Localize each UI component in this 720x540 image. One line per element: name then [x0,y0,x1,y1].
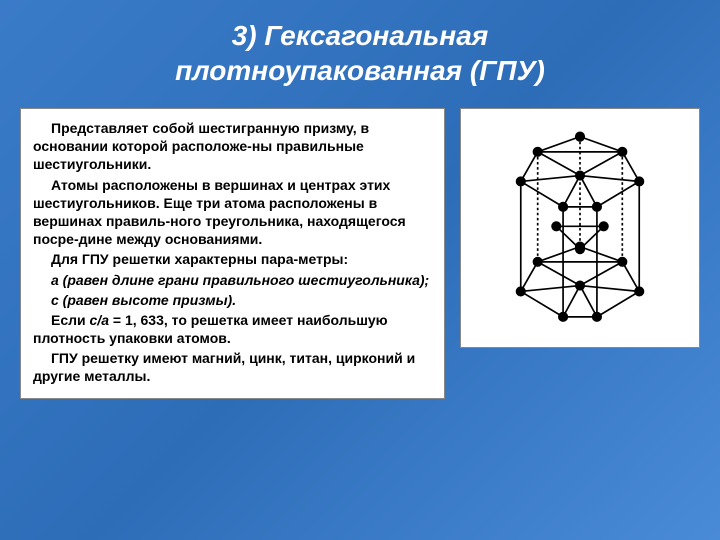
para4-pre: Если [51,312,90,328]
hcp-diagram [460,108,700,348]
para2: Атомы расположены в вершинах и центрах э… [33,176,432,249]
para1: Представляет собой шестигранную призму, … [33,119,432,174]
title-line2: плотноупакованная (ГПУ) [20,53,700,88]
text-block: Представляет собой шестигранную призму, … [20,108,445,399]
para3: Для ГПУ решетки характерны пара-метры: [33,250,432,268]
para4: Если с/а = 1, 633, то решетка имеет наиб… [33,311,432,347]
param-c: c (равен высоте призмы). [33,291,432,309]
para4-ital: с/а [90,312,109,328]
title-line1: 3) Гексагональная [20,18,700,53]
para5: ГПУ решетку имеют магний, цинк, титан, ц… [33,349,432,385]
param-a: a (равен длине грани правильного шестиуг… [33,271,432,289]
